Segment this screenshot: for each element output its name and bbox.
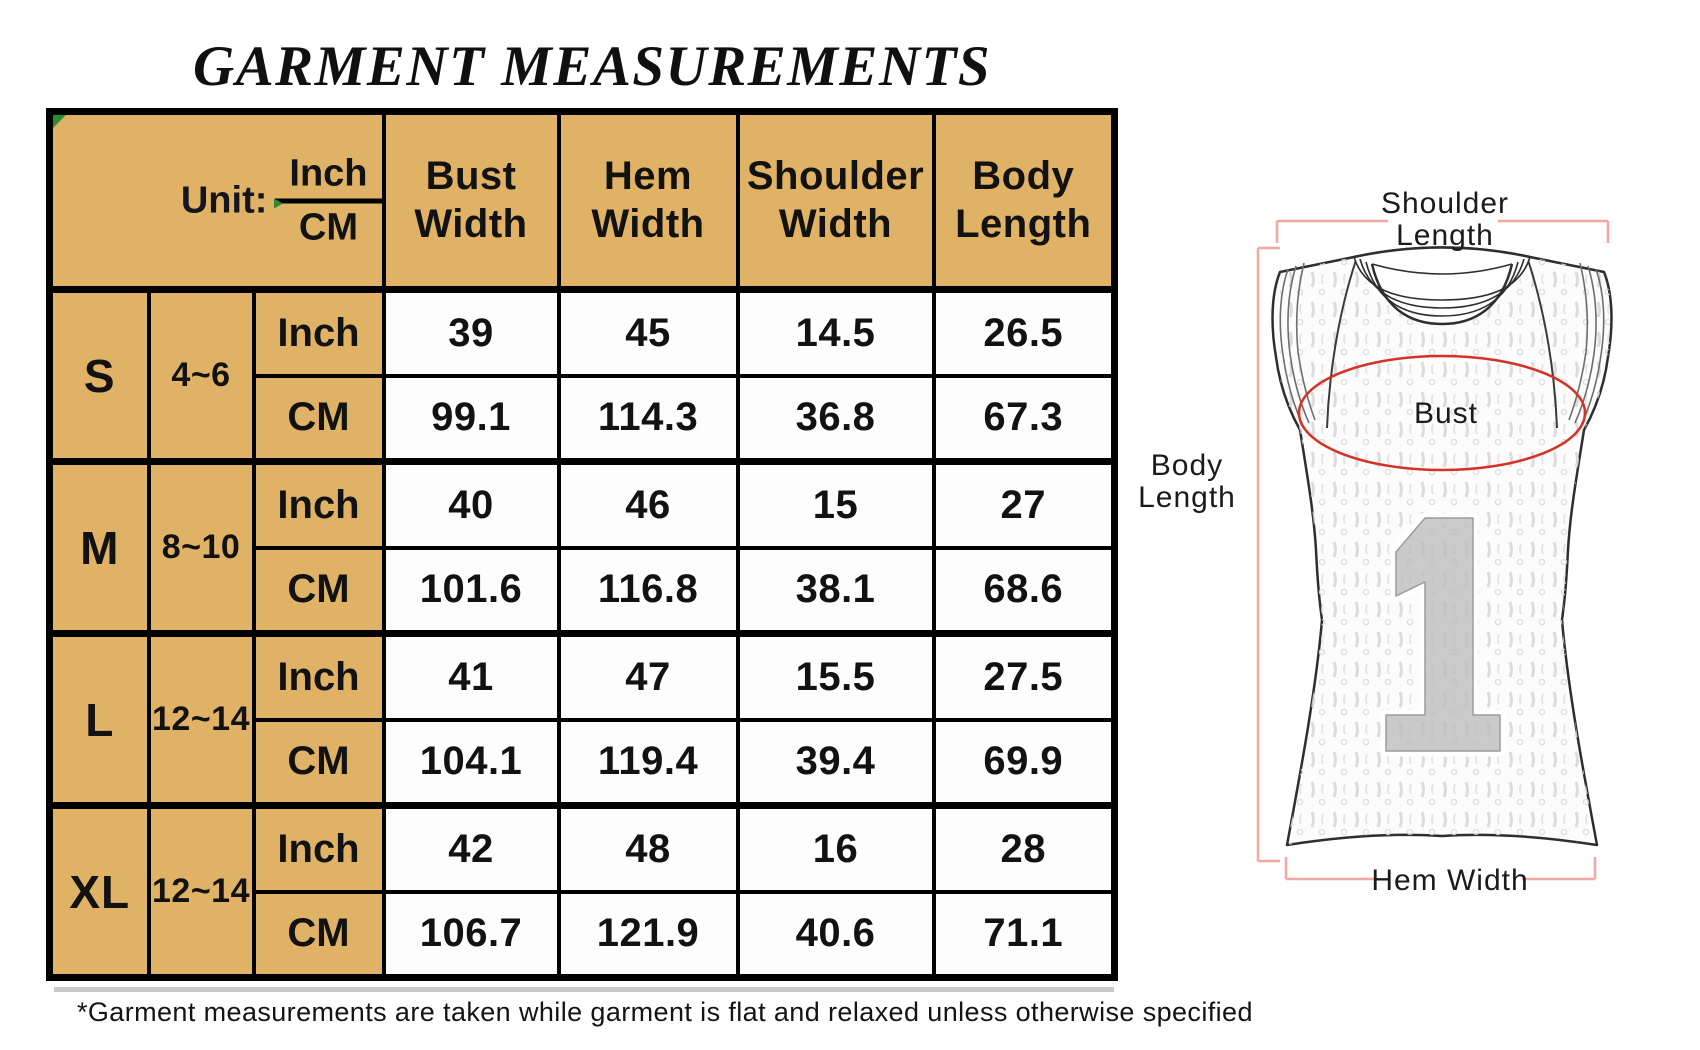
size-range: 8~10 bbox=[146, 458, 256, 636]
value-cell: 99.1 bbox=[381, 373, 561, 464]
row-unit-label: CM bbox=[251, 717, 386, 808]
table-row: CM 99.1 114.3 36.8 67.3 bbox=[50, 373, 1117, 464]
body-length-label: Body bbox=[1151, 449, 1223, 482]
body-length-label: Length bbox=[1138, 481, 1236, 514]
value-cell: 26.5 bbox=[931, 286, 1117, 378]
table-row: CM 104.1 119.4 39.4 69.9 bbox=[50, 717, 1117, 808]
value-cell: 46 bbox=[556, 458, 740, 550]
body-length-line bbox=[1256, 246, 1280, 863]
value-cell: 14.5 bbox=[735, 286, 936, 378]
size-range: 12~14 bbox=[146, 630, 256, 808]
value-cell: 67.3 bbox=[931, 373, 1117, 464]
tank-top-outline bbox=[1271, 246, 1613, 847]
size-range: 12~14 bbox=[146, 802, 256, 980]
table-shadow bbox=[54, 987, 1114, 992]
row-unit-label: CM bbox=[251, 373, 386, 464]
value-cell: 42 bbox=[381, 802, 561, 894]
unit-cm-label: CM bbox=[298, 206, 358, 248]
garment-measurements-table: Unit: Inch CM Bust Width Hem Width Shoul… bbox=[46, 108, 1119, 981]
value-cell: 69.9 bbox=[931, 717, 1117, 808]
value-cell: 39 bbox=[381, 286, 561, 378]
value-cell: 38.1 bbox=[735, 545, 936, 636]
garment-diagram: Shoulder Length Bust Body Length Hem Wid… bbox=[1130, 150, 1700, 920]
hem-width-bracket bbox=[1284, 857, 1597, 881]
unit-header-cell: Unit: Inch CM bbox=[47, 109, 386, 293]
unit-inch-label: Inch bbox=[275, 152, 380, 203]
value-cell: 71.1 bbox=[931, 889, 1117, 980]
size-label: L bbox=[47, 630, 151, 808]
armhole-seams bbox=[1326, 259, 1558, 429]
value-cell: 121.9 bbox=[556, 889, 740, 980]
value-cell: 41 bbox=[381, 630, 561, 722]
value-cell: 47 bbox=[556, 630, 740, 722]
value-cell: 45 bbox=[556, 286, 740, 378]
value-cell: 40.6 bbox=[735, 889, 936, 980]
value-cell: 116.8 bbox=[556, 545, 740, 636]
bust-label: Bust bbox=[1414, 397, 1478, 430]
table-row: CM 106.7 121.9 40.6 71.1 bbox=[50, 889, 1117, 980]
column-header-bust-width: Bust Width bbox=[381, 109, 561, 293]
column-header-shoulder-width: Shoulder Width bbox=[735, 109, 936, 293]
value-cell: 104.1 bbox=[381, 717, 561, 808]
size-label: M bbox=[47, 458, 151, 636]
value-cell: 16 bbox=[735, 802, 936, 894]
column-header-hem-width: Hem Width bbox=[556, 109, 740, 293]
page-title: GARMENT MEASUREMENTS bbox=[193, 35, 992, 98]
value-cell: 101.6 bbox=[381, 545, 561, 636]
table-row: XL 12~14 Inch 42 48 16 28 bbox=[47, 802, 1117, 980]
size-range: 4~6 bbox=[146, 286, 256, 464]
size-label: XL bbox=[47, 802, 151, 980]
value-cell: 48 bbox=[556, 802, 740, 894]
excel-artifact-icon bbox=[274, 198, 284, 209]
unit-label: Unit: bbox=[180, 179, 268, 221]
value-cell: 36.8 bbox=[735, 373, 936, 464]
table-row: M 8~10 Inch 40 46 15 27 bbox=[47, 458, 1117, 636]
row-unit-label: Inch bbox=[251, 458, 386, 550]
tank-top-illustration: Shoulder Length Bust Body Length Hem Wid… bbox=[1138, 187, 1613, 897]
measurement-annotations: Shoulder Length Bust Body Length Hem Wid… bbox=[1138, 187, 1610, 897]
collar-region bbox=[1354, 247, 1530, 322]
value-cell: 68.6 bbox=[931, 545, 1117, 636]
value-cell: 27 bbox=[931, 458, 1117, 550]
value-cell: 28 bbox=[931, 802, 1117, 894]
table-header-row: Unit: Inch CM Bust Width Hem Width Shoul… bbox=[47, 109, 1117, 293]
unit-fraction: Unit: Inch CM bbox=[180, 152, 380, 249]
value-cell: 39.4 bbox=[735, 717, 936, 808]
shoulder-length-bracket bbox=[1275, 219, 1610, 243]
bust-ellipse bbox=[1297, 354, 1587, 472]
value-cell: 106.7 bbox=[381, 889, 561, 980]
column-header-body-length: Body Length bbox=[931, 109, 1117, 293]
jersey-number bbox=[1380, 512, 1506, 757]
row-unit-label: CM bbox=[251, 545, 386, 636]
row-unit-label: Inch bbox=[251, 286, 386, 378]
shoulder-length-label: Shoulder bbox=[1381, 187, 1509, 220]
neckband bbox=[1353, 246, 1531, 326]
value-cell: 27.5 bbox=[931, 630, 1117, 722]
hem-width-label: Hem Width bbox=[1371, 864, 1528, 897]
table-row: S 4~6 Inch 39 45 14.5 26.5 bbox=[47, 286, 1117, 464]
value-cell: 119.4 bbox=[556, 717, 740, 808]
table-row: CM 101.6 116.8 38.1 68.6 bbox=[50, 545, 1117, 636]
excel-artifact-icon bbox=[53, 115, 66, 128]
value-cell: 114.3 bbox=[556, 373, 740, 464]
row-unit-label: Inch bbox=[251, 630, 386, 722]
value-cell: 40 bbox=[381, 458, 561, 550]
value-cell: 15.5 bbox=[735, 630, 936, 722]
row-unit-label: Inch bbox=[251, 802, 386, 894]
row-unit-label: CM bbox=[251, 889, 386, 980]
size-label: S bbox=[47, 286, 151, 464]
value-cell: 15 bbox=[735, 458, 936, 550]
shoulder-length-label: Length bbox=[1396, 219, 1494, 252]
table-row: L 12~14 Inch 41 47 15.5 27.5 bbox=[47, 630, 1117, 808]
footnote: *Garment measurements are taken while ga… bbox=[77, 997, 1253, 1027]
